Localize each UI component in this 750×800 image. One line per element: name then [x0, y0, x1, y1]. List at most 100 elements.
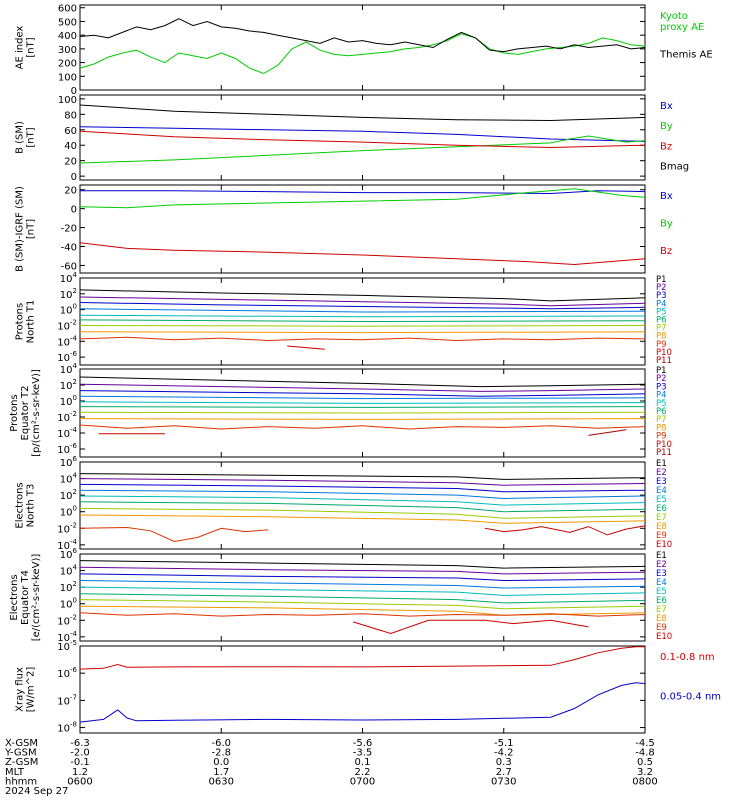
legend-entry: E1 [656, 459, 667, 469]
x-axis-value: -4.2 [494, 748, 514, 759]
series-line [80, 190, 646, 195]
legend-entry: E1 [656, 551, 667, 561]
legend-entry: By [660, 219, 673, 230]
series-line [79, 314, 646, 318]
series-line [79, 473, 646, 480]
y-tick-label: 10-5 [57, 639, 77, 653]
series-line [79, 483, 646, 493]
y-tick-label: 10-6 [57, 350, 77, 364]
y-tick-label: 100 [60, 505, 77, 519]
series-line [79, 580, 646, 589]
y-tick-label: -60 [61, 261, 77, 272]
legend-entry: P8 [656, 332, 667, 342]
series-line [79, 682, 646, 723]
x-axis-row-label: Z-GSM [5, 757, 38, 768]
series-line [79, 33, 646, 75]
legend-entry: P7 [656, 415, 667, 425]
series-line [79, 507, 646, 519]
series-line [79, 411, 646, 414]
x-axis-value: 0.3 [496, 757, 512, 768]
legend-entry: P4 [656, 391, 667, 401]
series-line [484, 525, 646, 536]
legend-entry: P3 [656, 291, 667, 301]
panel-frame [79, 94, 646, 181]
legend-entry: P5 [656, 399, 667, 409]
series-line [79, 586, 646, 596]
legend-entry: E4 [656, 578, 667, 588]
legend-entry: P2 [656, 283, 667, 293]
series-line [287, 345, 325, 350]
x-axis-value: 0730 [491, 776, 516, 787]
x-axis-value: 0700 [350, 776, 375, 787]
legend-entry: P9 [656, 340, 667, 350]
legend-entry: P5 [656, 307, 667, 317]
x-axis-value: -6.0 [211, 738, 231, 749]
series-line [79, 599, 646, 610]
y-tick-label: 300 [58, 45, 77, 56]
legend-entry: E8 [656, 614, 667, 624]
y-tick-label: 400 [58, 31, 77, 42]
y-tick-label: 500 [58, 17, 77, 28]
y-axis-label: B (SM)[nT] [15, 121, 37, 154]
legend-entry: P8 [656, 423, 667, 433]
x-axis-value: -2.8 [211, 748, 231, 759]
x-axis-value: 2.7 [496, 767, 512, 778]
y-tick-label: 10-6 [57, 666, 77, 680]
legend-entry: Bmag [660, 162, 689, 173]
x-axis-row-label: MLT [5, 767, 25, 778]
series-line [79, 526, 269, 543]
series-line [79, 135, 646, 164]
y-tick-label: 104 [60, 564, 78, 578]
series-line [352, 619, 589, 635]
series-line [79, 336, 646, 342]
legend-entry: P10 [656, 348, 672, 358]
legend-entry: E5 [656, 495, 667, 505]
legend-entry: E9 [656, 623, 667, 633]
x-axis-value: 1.7 [213, 767, 229, 778]
series-line [79, 406, 646, 408]
y-axis-label: ProtonsNorth T1 [15, 300, 37, 344]
legend-entry: Themis AE [659, 50, 713, 61]
series-line [79, 126, 646, 142]
legend-entry: E2 [656, 560, 667, 570]
legend-entry: E3 [656, 477, 667, 487]
legend-entry: 0.05-0.4 nm [660, 692, 721, 703]
x-axis-value: -5.6 [353, 738, 373, 749]
series-line [79, 495, 646, 506]
y-axis-label: B (SM)-IGRF (SM)[nT] [15, 186, 37, 272]
legend-entry: P6 [656, 316, 667, 326]
y-tick-label: 102 [60, 580, 77, 594]
series-line [79, 605, 646, 616]
y-tick-label: 10-2 [57, 410, 77, 424]
x-axis-value: 3.2 [637, 767, 653, 778]
y-axis-label: Xray flux[W/m^2] [15, 667, 37, 713]
legend-entry: E2 [656, 468, 667, 478]
legend-entry: E7 [656, 605, 667, 615]
y-tick-label: 10-4 [57, 538, 77, 552]
series-line [79, 18, 646, 53]
y-tick-label: 104 [60, 362, 78, 376]
y-tick-label: 0 [71, 86, 77, 97]
legend-entry: 0.1-0.8 nm [660, 652, 715, 663]
x-axis-value: -4.5 [635, 738, 655, 749]
series-line [79, 593, 646, 604]
y-tick-label: 0 [71, 172, 77, 183]
legend-entry: P2 [656, 374, 667, 384]
x-axis-value: 0630 [209, 776, 234, 787]
series-line [79, 289, 646, 302]
legend-entry: P7 [656, 324, 667, 334]
series-line [79, 302, 646, 310]
y-tick-label: 102 [60, 287, 77, 301]
series-line [79, 501, 646, 513]
y-tick-label: 10-8 [57, 721, 77, 735]
y-tick-label: 106 [60, 455, 78, 469]
legend-entry: E6 [656, 504, 667, 514]
series-line [79, 646, 645, 670]
x-axis-value: 0.1 [355, 757, 371, 768]
y-tick-label: 102 [60, 378, 77, 392]
legend-entry: Bz [660, 141, 672, 152]
y-tick-label: 10-4 [57, 426, 77, 440]
legend-entry: E7 [656, 513, 667, 523]
y-tick-label: 600 [58, 4, 77, 15]
x-axis-value: -5.1 [494, 738, 514, 749]
